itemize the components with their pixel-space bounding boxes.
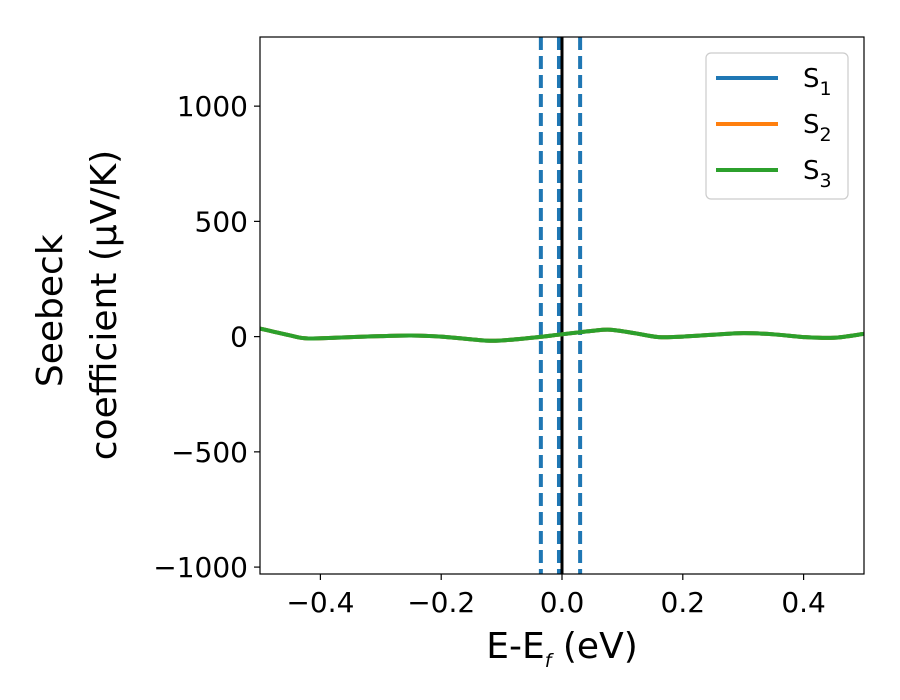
y-tick-label: −1000 <box>153 551 248 584</box>
x-axis-ticks: −0.4 −0.2 0.0 0.2 0.4 <box>286 574 826 619</box>
x-tick-label: 0.4 <box>781 586 826 619</box>
x-axis-label-main: E-E <box>486 626 544 667</box>
y-axis-ticks: −1000 −500 0 500 1000 <box>153 90 260 584</box>
legend-label-3: S3 <box>803 156 832 192</box>
y-tick-label: 500 <box>195 205 248 238</box>
series-lines <box>260 326 864 343</box>
y-axis-label-line1: Seebeck <box>30 234 71 387</box>
legend: S1 S2 S3 <box>705 52 849 200</box>
x-tick-label: 0.2 <box>661 586 706 619</box>
x-tick-label: −0.2 <box>407 586 475 619</box>
x-tick-label: 0.0 <box>540 586 585 619</box>
series-line-3 <box>260 326 864 343</box>
legend-label-1: S1 <box>803 64 832 100</box>
x-tick-label: −0.4 <box>286 586 354 619</box>
x-axis-label-unit: (eV) <box>551 626 637 667</box>
legend-label-2: S2 <box>803 110 832 146</box>
y-tick-label: 0 <box>230 321 248 354</box>
x-axis-label: E-Ef (eV) <box>486 626 638 672</box>
x-axis-label-sub: f <box>545 650 555 672</box>
y-axis-label-line2: coefficient (μV/K) <box>84 150 125 460</box>
y-tick-label: 1000 <box>177 90 248 123</box>
y-axis-label: Seebeck coefficient (μV/K) <box>30 150 125 460</box>
legend-items: S1 S2 S3 <box>716 64 832 192</box>
y-tick-label: −500 <box>171 436 248 469</box>
reference-lines <box>538 37 583 574</box>
